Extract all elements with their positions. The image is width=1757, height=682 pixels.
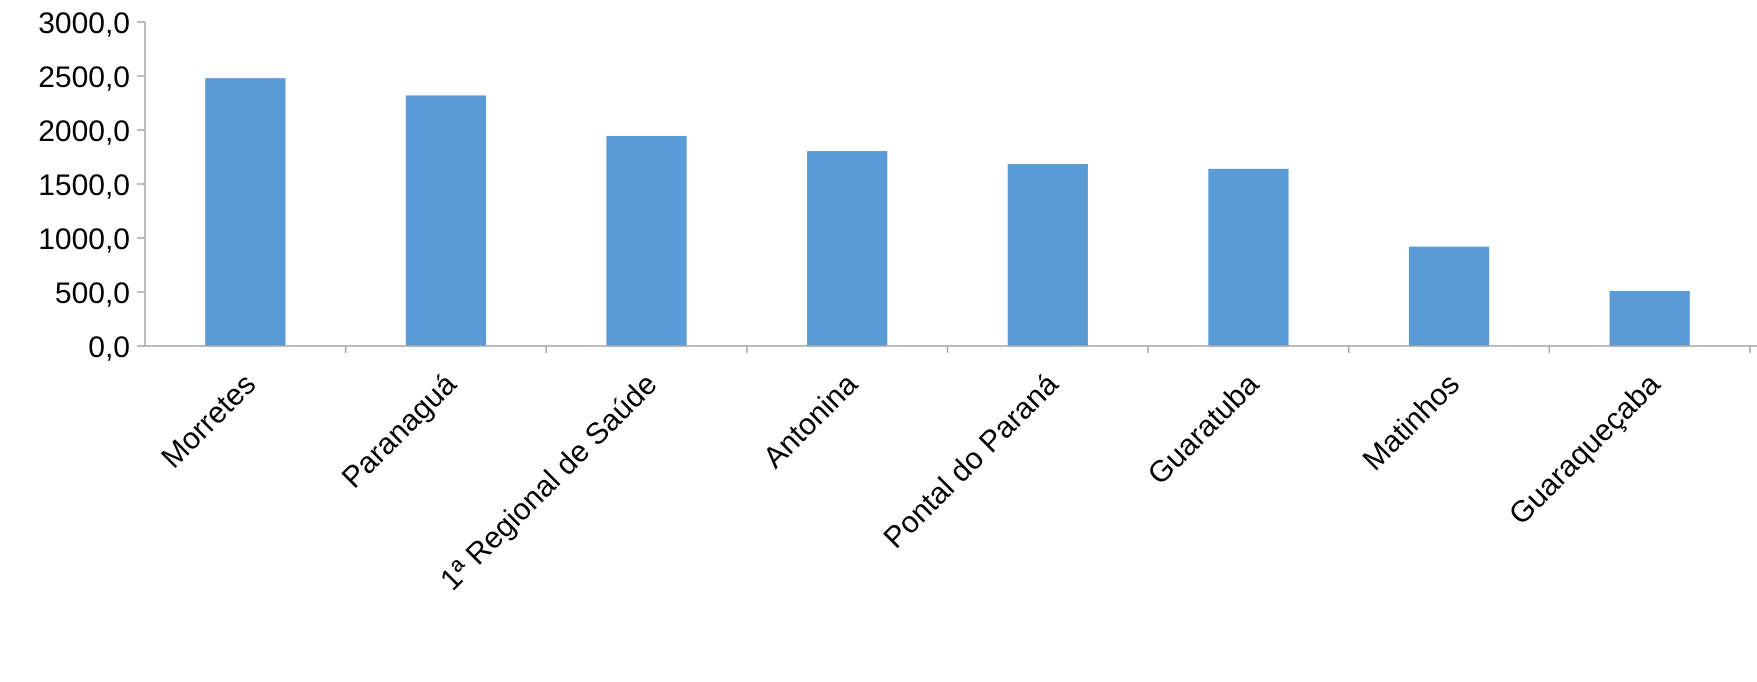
x-category-label: Guaraqueçaba [1503,367,1667,531]
y-tick-label: 1500,0 [38,169,130,202]
y-tick-label: 0,0 [88,331,130,364]
x-category-label: Antonina [757,367,864,474]
bar [606,135,687,346]
bar [405,95,487,346]
y-axis: 0,0 500,0 1000,0 1500,0 2000,0 2500,0 3000,0 [38,7,146,364]
x-category-label: Paranaguá [336,367,463,494]
y-tick-label: 2000,0 [38,115,130,148]
bar [807,151,888,346]
y-tick-label: 500,0 [55,277,130,310]
x-category-label: 1ª Regional de Saúde [434,368,663,597]
x-category-label: Pontal do Paraná [877,367,1064,554]
x-category-label: Matinhos [1357,368,1466,477]
x-category-label: Morretes [155,368,262,475]
y-tick-label: 2500,0 [38,61,130,94]
y-tick-label: 1000,0 [38,223,130,256]
bar [205,78,286,346]
bars [205,78,1690,346]
bar [1408,246,1490,346]
bar [1208,168,1289,346]
x-category-label: Guaratuba [1142,367,1266,491]
bar [1609,290,1690,346]
y-tick-label: 3000,0 [38,7,130,40]
bar [1007,164,1088,346]
